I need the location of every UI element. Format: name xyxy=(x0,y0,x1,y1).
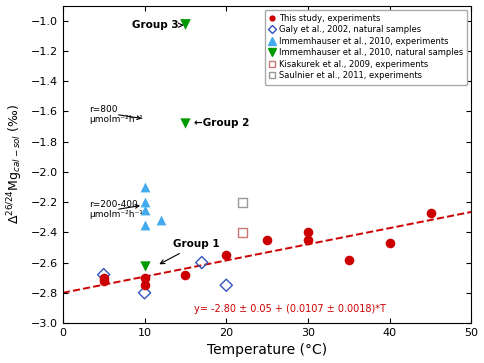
Point xyxy=(100,275,107,281)
Point xyxy=(157,217,165,223)
Text: ←Group 2: ←Group 2 xyxy=(194,118,249,129)
Point xyxy=(141,290,149,296)
Text: y= -2.80 ± 0.05 + (0.0107 ± 0.0018)*T: y= -2.80 ± 0.05 + (0.0107 ± 0.0018)*T xyxy=(194,305,385,314)
Point xyxy=(263,237,271,243)
Point xyxy=(239,199,246,205)
Legend: This study, experiments, Galy et al., 2002, natural samples, Immemhauser et al.,: This study, experiments, Galy et al., 20… xyxy=(265,10,467,85)
Text: r=200-400
μmolm⁻²h⁻¹: r=200-400 μmolm⁻²h⁻¹ xyxy=(89,200,143,219)
Point xyxy=(386,240,393,246)
Point xyxy=(304,237,312,243)
Point xyxy=(427,210,435,216)
Point xyxy=(223,282,230,288)
Point xyxy=(141,263,149,269)
Point xyxy=(304,229,312,235)
Point xyxy=(141,275,149,281)
Point xyxy=(182,272,189,278)
Y-axis label: $\Delta^{26/24}$Mg$_{cal-sol}$ (‰): $\Delta^{26/24}$Mg$_{cal-sol}$ (‰) xyxy=(5,104,25,224)
Point xyxy=(182,121,189,126)
Point xyxy=(100,272,107,278)
Point xyxy=(182,21,189,26)
X-axis label: Temperature (°C): Temperature (°C) xyxy=(207,343,327,358)
Point xyxy=(141,282,149,288)
Point xyxy=(345,257,353,262)
Point xyxy=(223,252,230,258)
Point xyxy=(198,260,206,265)
Point xyxy=(239,229,246,235)
Text: r=800
μmolm⁻²h⁻¹: r=800 μmolm⁻²h⁻¹ xyxy=(89,105,143,124)
Point xyxy=(100,278,107,284)
Point xyxy=(141,207,149,213)
Point xyxy=(141,199,149,205)
Text: Group 3: Group 3 xyxy=(132,20,182,30)
Point xyxy=(141,184,149,190)
Point xyxy=(141,222,149,228)
Text: Group 1: Group 1 xyxy=(160,240,220,264)
